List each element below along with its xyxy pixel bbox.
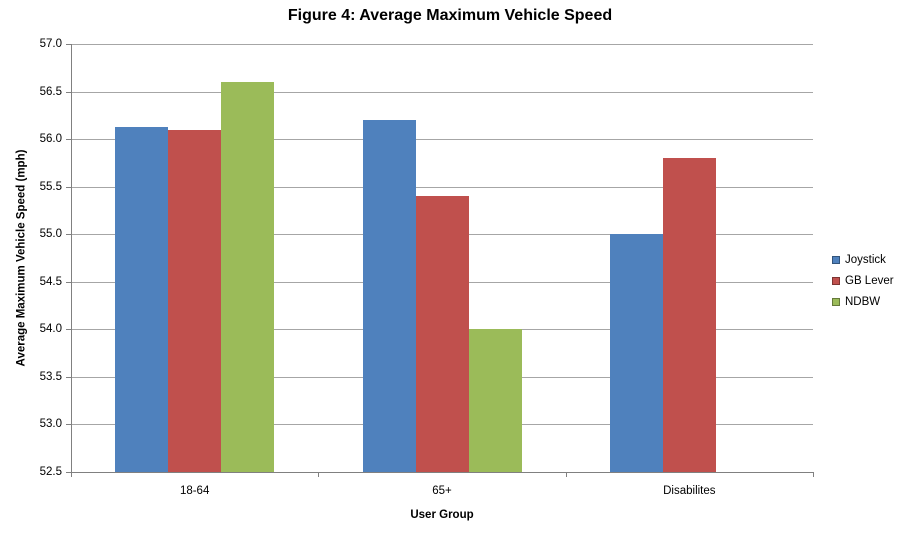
gridline — [71, 91, 813, 93]
x-axis-tick — [71, 472, 72, 477]
legend-item-joystick: Joystick — [832, 254, 894, 266]
legend-swatch-icon — [832, 256, 840, 264]
x-axis-tick — [813, 472, 814, 477]
legend-label: NDBW — [845, 296, 881, 308]
y-tick-label: 56.0 — [39, 133, 62, 146]
legend-item-gb-lever: GB Lever — [832, 275, 894, 287]
x-tick-label: Disabilites — [663, 485, 716, 497]
bar-ndbw-65+ — [468, 329, 522, 472]
bar-gb-lever-65+ — [415, 196, 469, 472]
y-axis-tick — [66, 424, 71, 426]
bar-gb-lever-Disabilites — [662, 158, 716, 472]
legend-label: Joystick — [845, 254, 886, 266]
y-tick-label: 54.0 — [39, 323, 62, 336]
y-axis-tick — [66, 472, 71, 473]
y-tick-label: 53.5 — [39, 370, 62, 383]
x-tick-label: 65+ — [432, 485, 452, 497]
y-axis-tick — [66, 281, 71, 283]
x-axis-tick — [565, 472, 567, 477]
bar-joystick-18-64 — [115, 126, 169, 472]
y-axis-tick — [66, 376, 71, 378]
legend-swatch-icon — [832, 277, 840, 285]
y-axis-tick — [66, 329, 71, 331]
legend-item-ndbw: NDBW — [832, 296, 894, 308]
gridline — [71, 44, 813, 45]
y-axis-line — [71, 44, 72, 472]
y-axis-tick — [66, 234, 71, 236]
gridline — [71, 186, 813, 188]
y-axis-tick — [66, 91, 71, 93]
x-axis-line — [71, 472, 813, 473]
y-tick-label: 55.5 — [39, 180, 62, 193]
bar-joystick-Disabilites — [609, 234, 663, 472]
bar-joystick-65+ — [362, 120, 416, 472]
x-axis-tick — [318, 472, 320, 477]
gridline — [71, 139, 813, 141]
y-axis-tick — [66, 186, 71, 188]
bar-ndbw-18-64 — [221, 82, 275, 472]
legend-label: GB Lever — [845, 275, 894, 287]
chart-title: Figure 4: Average Maximum Vehicle Speed — [287, 7, 613, 24]
y-tick-label: 54.5 — [39, 275, 62, 288]
y-tick-label: 53.0 — [39, 418, 62, 431]
legend-swatch-icon — [832, 298, 840, 306]
y-tick-label: 55.0 — [39, 228, 62, 241]
y-tick-label: 52.5 — [39, 466, 62, 478]
legend: Joystick GB Lever NDBW — [832, 254, 894, 317]
y-tick-label: 56.5 — [39, 85, 62, 98]
y-axis-tick — [66, 44, 71, 45]
x-tick-label: 18-64 — [179, 485, 210, 497]
y-tick-label: 57.0 — [39, 38, 62, 50]
x-axis-title: User Group — [410, 509, 474, 521]
bar-gb-lever-18-64 — [168, 129, 222, 472]
y-axis-tick — [66, 139, 71, 141]
